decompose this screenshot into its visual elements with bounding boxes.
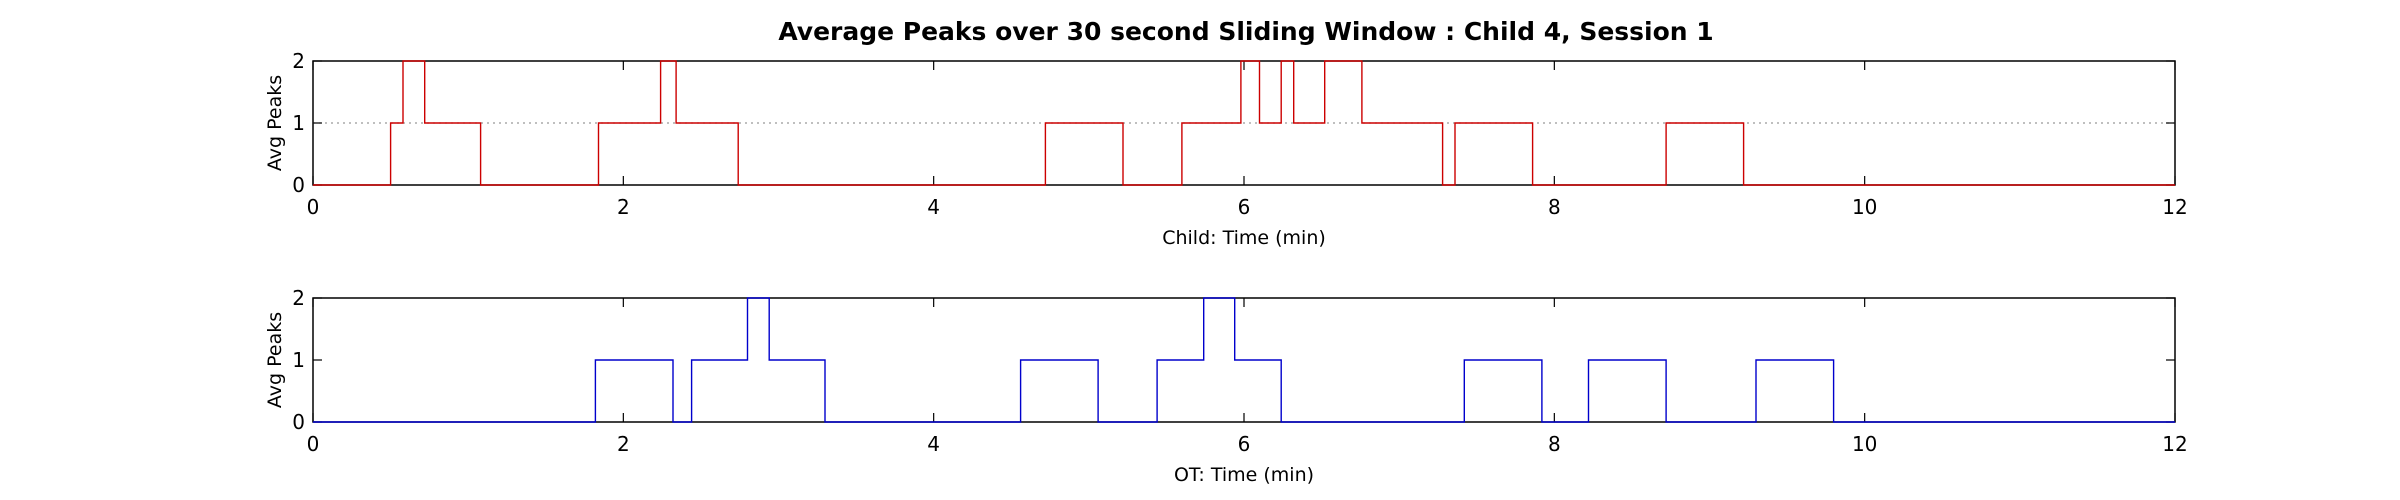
- ot-x-axis-label: OT: Time (min): [1174, 464, 1314, 486]
- child-x-tick-label: 10: [1852, 195, 1877, 219]
- child-y-tick-label: 1: [292, 111, 305, 135]
- child-x-tick-label: 0: [307, 195, 320, 219]
- ot-y-tick-label: 0: [292, 410, 305, 434]
- child-x-axis-label: Child: Time (min): [1162, 227, 1326, 249]
- child-x-tick-label: 6: [1238, 195, 1251, 219]
- child-x-tick-label: 2: [617, 195, 630, 219]
- child-x-tick-label: 12: [2162, 195, 2187, 219]
- ot-y-tick-label: 1: [292, 348, 305, 372]
- ot-x-tick-label: 0: [307, 432, 320, 456]
- chart-title: Average Peaks over 30 second Sliding Win…: [778, 17, 1713, 46]
- ot-x-tick-label: 6: [1238, 432, 1251, 456]
- child-x-tick-label: 4: [927, 195, 940, 219]
- child-y-tick-label: 2: [292, 49, 305, 73]
- child-series-line: [313, 60, 2175, 186]
- child-y-axis-label: Avg Peaks: [264, 75, 286, 171]
- ot-x-tick-label: 8: [1548, 432, 1561, 456]
- ot-x-tick-label: 12: [2162, 432, 2187, 456]
- ot-x-tick-label: 4: [927, 432, 940, 456]
- ot-y-axis-label: Avg Peaks: [264, 312, 286, 408]
- child-x-tick-label: 8: [1548, 195, 1561, 219]
- ot-y-tick-label: 2: [292, 286, 305, 310]
- ot-series-line: [313, 297, 2175, 423]
- ot-x-tick-label: 2: [617, 432, 630, 456]
- child-y-tick-label: 0: [292, 173, 305, 197]
- ot-x-tick-label: 10: [1852, 432, 1877, 456]
